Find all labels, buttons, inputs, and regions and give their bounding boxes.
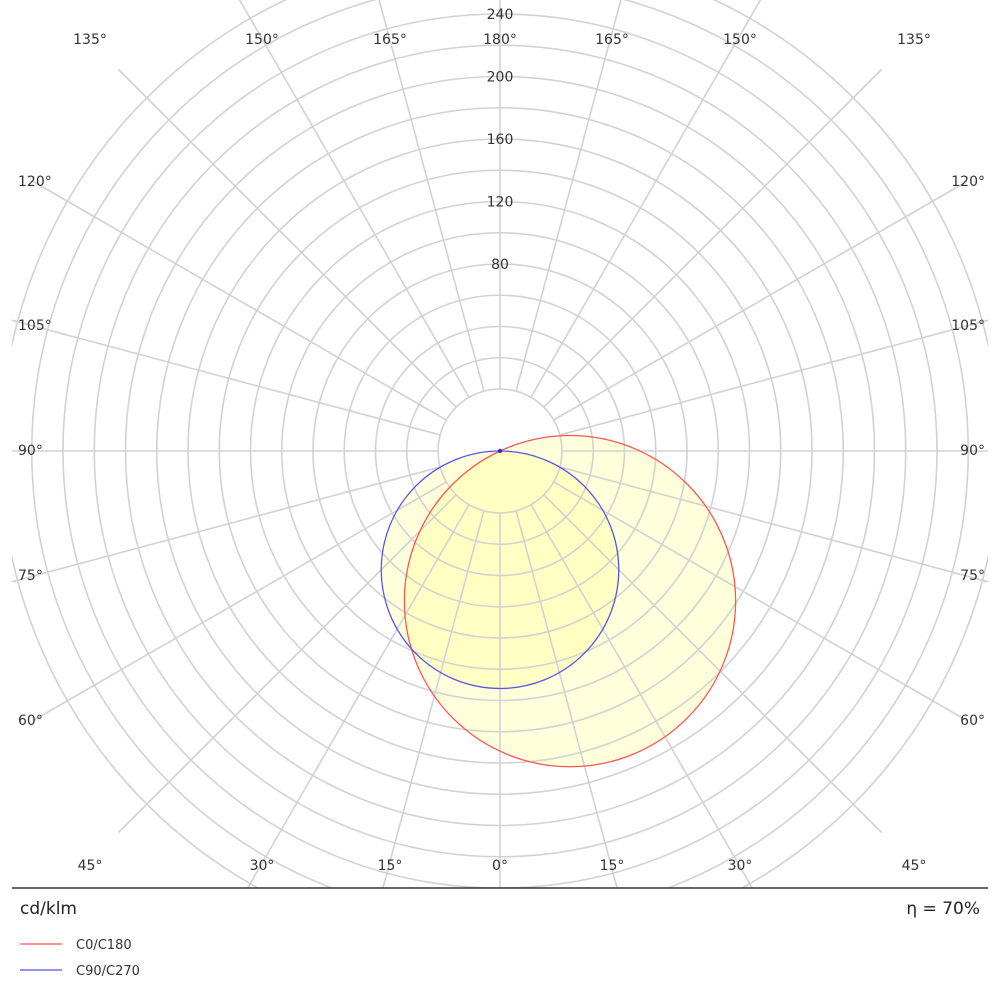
radial-tick-label: 120 (487, 195, 514, 211)
grid-spoke-150 (530, 0, 762, 398)
angle-label-bottom: 30° (250, 858, 275, 874)
angle-label-right: 90° (960, 443, 985, 459)
angle-label-bottom: 45° (902, 858, 927, 874)
grid-spoke-30 (530, 504, 754, 888)
grid-spoke-60 (553, 481, 968, 722)
grid-spoke-225 (117, 68, 457, 408)
angle-label-left: 60° (18, 713, 43, 729)
angle-label-top: 180° (483, 32, 517, 48)
grid-spoke-105 (559, 319, 988, 436)
angle-label-bottom: 30° (728, 858, 753, 874)
grid-spoke-315 (117, 494, 457, 834)
grid-spoke-330 (246, 504, 470, 888)
legend-label-c90: C90/C270 (76, 964, 140, 979)
series-fill-0 (404, 435, 736, 767)
grid-spoke-15 (515, 510, 618, 888)
angle-label-left: 105° (18, 318, 52, 334)
radial-tick-labels: 80 120 160 200 240 (487, 7, 514, 273)
legend: C0/C180 C90/C270 (20, 938, 140, 979)
grid-spoke-195 (378, 0, 485, 392)
angle-label-right: 60° (960, 713, 985, 729)
angle-label-top: 150° (723, 32, 757, 48)
unit-label: cd/klm (20, 899, 77, 919)
radial-tick-label: 240 (487, 7, 514, 23)
angle-label-right: 120° (951, 174, 985, 190)
angle-label-top: 135° (897, 32, 931, 48)
radial-tick-label: 200 (487, 70, 514, 86)
angle-label-top: 165° (373, 32, 407, 48)
grid-spoke-165 (515, 0, 622, 392)
angle-label-left: 120° (18, 174, 52, 190)
efficiency-label: η = 70% (906, 899, 980, 919)
grid-spoke-255 (12, 319, 441, 436)
angle-label-right: 75° (960, 568, 985, 584)
grid-spoke-300 (32, 481, 447, 722)
radial-tick-label: 80 (491, 257, 509, 273)
grid-spoke-45 (543, 494, 883, 834)
angle-label-bottom: 15° (378, 858, 403, 874)
series-curve-0 (403, 434, 737, 768)
angle-label-top: 150° (245, 32, 279, 48)
grid-spoke-285 (12, 466, 441, 583)
grid-spoke-135 (543, 68, 883, 408)
angle-tick-labels: 45° 30° 15° 0° 15° 30° 45° 135° 150° 165° 180° 165°… (18, 32, 985, 874)
grid-spoke-120 (553, 180, 968, 421)
angle-label-bottom: 45° (78, 858, 103, 874)
grid-spoke-240 (32, 180, 447, 421)
angle-label-right: 105° (951, 318, 985, 334)
angle-label-bottom: 15° (600, 858, 625, 874)
angle-label-top: 165° (595, 32, 629, 48)
angle-label-bottom: 0° (492, 858, 508, 874)
grid-spoke-75 (559, 466, 988, 583)
radial-tick-label: 160 (487, 132, 514, 148)
angle-label-top: 135° (73, 32, 107, 48)
grid-spoke-210 (238, 0, 470, 398)
angle-label-left: 90° (18, 443, 43, 459)
grid-spoke-345 (382, 510, 485, 888)
legend-label-c0: C0/C180 (76, 938, 132, 953)
origin-point (497, 448, 503, 454)
angle-label-left: 75° (18, 568, 43, 584)
